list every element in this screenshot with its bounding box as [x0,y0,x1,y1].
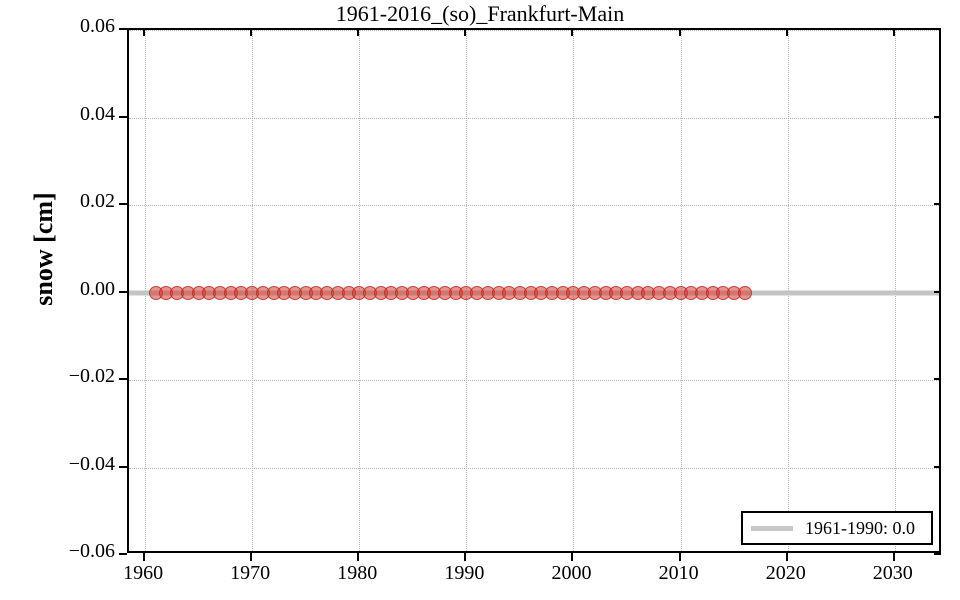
y-axis-tick-right [934,290,941,293]
y-axis-tick-right [934,115,941,118]
data-point-marker [737,285,752,300]
y-axis-title: snow [cm] [29,192,58,306]
gridline-horizontal [129,30,939,31]
y-axis-tick-label: −0.02 [68,365,115,387]
x-axis-tick-label: 1990 [444,562,485,584]
y-axis-tick-right [934,28,941,30]
y-axis-tick [119,553,127,555]
y-axis-tick-right [934,553,941,555]
plot-area [127,28,941,553]
legend-line-swatch [751,525,793,531]
y-axis-tick-label: 0.00 [80,277,115,300]
x-axis-tick [464,553,467,561]
gridline-horizontal [129,117,939,119]
x-axis-tick [571,553,574,561]
x-axis-tick-label: 2020 [765,562,806,584]
x-axis-tick [250,553,253,561]
x-axis-tick-label: 1970 [230,562,271,584]
y-axis-tick-label: −0.06 [68,540,115,562]
x-axis-tick-top [892,29,895,36]
y-axis-tick-right [934,203,941,205]
y-axis-tick-right [934,465,941,468]
x-axis-tick-label: 1980 [337,562,378,584]
y-axis-tick-label: 0.04 [80,102,115,125]
legend-entry-label: 1961-1990: 0.0 [805,517,915,538]
gridline-horizontal [129,467,939,469]
x-axis-tick-label: 2000 [551,562,592,584]
y-axis-tick [119,115,127,118]
x-axis-tick-top [678,29,681,36]
x-axis-tick-top [143,29,146,36]
x-axis-tick-label: 1960 [123,562,164,584]
x-axis-tick-label: 2010 [658,562,699,584]
y-axis-tick-right [934,378,941,380]
y-axis-tick [119,203,127,205]
x-axis-tick [892,553,895,561]
x-axis-tick [143,553,146,561]
x-axis-tick [785,553,788,561]
x-axis-tick-top [250,29,253,36]
y-axis-tick-label: 0.02 [80,190,115,212]
x-axis-tick-top [357,29,360,36]
x-axis-tick-top [464,29,467,36]
y-axis-tick [119,28,127,30]
chart-title: 1961-2016_(so)_Frankfurt-Main [335,1,625,26]
y-axis-tick-label: −0.04 [68,452,115,475]
y-axis-tick [119,290,127,293]
gridline-horizontal [129,380,939,381]
x-axis-tick-top [785,29,788,36]
x-axis-tick [357,553,360,561]
x-axis-tick-label: 2030 [872,562,913,584]
y-axis-tick [119,465,127,468]
y-axis-tick-label: 0.06 [80,15,115,37]
y-axis-tick [119,378,127,380]
x-axis-tick [678,553,681,561]
x-axis-tick-top [571,29,574,36]
legend-box: 1961-1990: 0.0 [741,511,933,545]
gridline-horizontal [129,205,939,206]
